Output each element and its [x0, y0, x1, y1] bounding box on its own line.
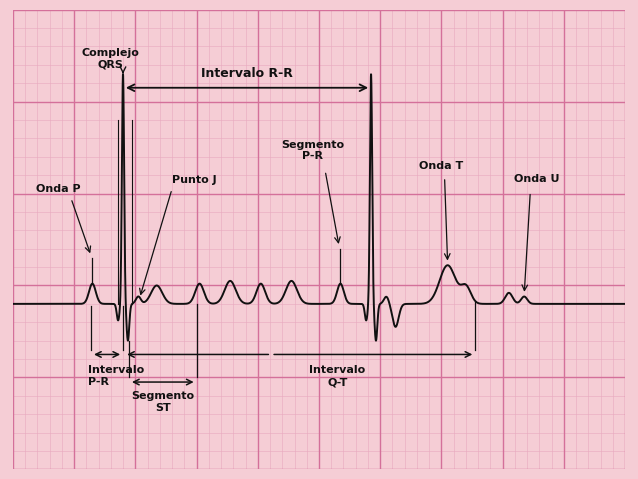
Text: Onda T: Onda T: [419, 160, 464, 171]
Text: Intervalo
Q-T: Intervalo Q-T: [309, 365, 366, 387]
Text: Segmento
ST: Segmento ST: [131, 391, 195, 413]
Text: Intervalo R-R: Intervalo R-R: [201, 68, 293, 80]
Text: Punto J: Punto J: [172, 175, 217, 185]
Text: Segmento
P-R: Segmento P-R: [281, 140, 345, 161]
Text: Complejo
QRS: Complejo QRS: [82, 48, 140, 69]
Text: Intervalo
P-R: Intervalo P-R: [88, 365, 144, 387]
Text: Onda P: Onda P: [36, 184, 81, 194]
Text: Onda U: Onda U: [514, 174, 559, 184]
